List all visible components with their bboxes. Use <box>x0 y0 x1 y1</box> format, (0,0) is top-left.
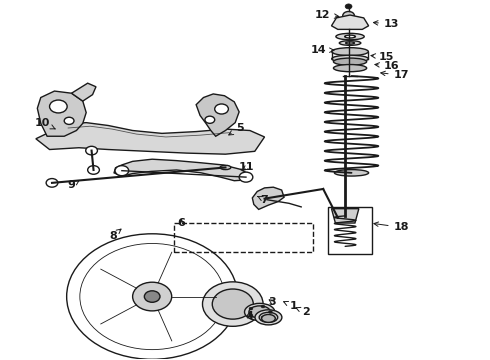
Ellipse shape <box>255 310 282 325</box>
Ellipse shape <box>259 312 278 322</box>
Text: 3: 3 <box>269 297 276 307</box>
Ellipse shape <box>245 303 275 320</box>
Polygon shape <box>252 187 284 210</box>
Ellipse shape <box>333 58 367 65</box>
Circle shape <box>239 172 253 182</box>
Ellipse shape <box>220 165 231 170</box>
Circle shape <box>345 4 352 9</box>
Circle shape <box>46 179 58 187</box>
Text: 4: 4 <box>246 311 254 320</box>
Text: 16: 16 <box>375 61 399 71</box>
Circle shape <box>249 314 253 317</box>
Circle shape <box>343 12 354 20</box>
Polygon shape <box>196 94 239 136</box>
Text: 1: 1 <box>284 301 298 311</box>
Circle shape <box>215 104 228 114</box>
Ellipse shape <box>262 315 275 322</box>
Ellipse shape <box>334 170 368 176</box>
Circle shape <box>212 289 253 319</box>
Polygon shape <box>331 209 359 223</box>
Text: 9: 9 <box>68 180 79 190</box>
Circle shape <box>133 282 172 311</box>
Text: 7: 7 <box>258 195 269 205</box>
Circle shape <box>86 146 98 155</box>
Circle shape <box>261 305 265 308</box>
Circle shape <box>205 116 215 123</box>
Text: 13: 13 <box>373 19 399 29</box>
Ellipse shape <box>336 33 364 40</box>
Text: 2: 2 <box>296 307 310 317</box>
Circle shape <box>261 316 265 319</box>
Polygon shape <box>37 91 86 136</box>
Polygon shape <box>36 123 265 154</box>
Circle shape <box>145 291 160 302</box>
Ellipse shape <box>339 41 361 45</box>
Text: 10: 10 <box>34 118 55 129</box>
Text: 15: 15 <box>371 52 394 62</box>
Ellipse shape <box>333 64 367 72</box>
Circle shape <box>202 282 263 326</box>
Text: 8: 8 <box>109 229 121 240</box>
Circle shape <box>249 307 253 310</box>
Circle shape <box>88 166 99 174</box>
Polygon shape <box>114 159 250 181</box>
Circle shape <box>64 117 74 125</box>
Text: 5: 5 <box>229 123 244 135</box>
Text: 14: 14 <box>311 45 334 55</box>
Text: 11: 11 <box>239 162 254 172</box>
Circle shape <box>269 311 272 314</box>
Polygon shape <box>331 15 368 30</box>
Text: 6: 6 <box>177 218 185 228</box>
Ellipse shape <box>332 55 368 62</box>
Circle shape <box>49 100 67 113</box>
Ellipse shape <box>345 42 354 44</box>
Polygon shape <box>72 83 96 101</box>
Ellipse shape <box>249 306 270 318</box>
Ellipse shape <box>332 48 368 55</box>
Ellipse shape <box>344 35 355 38</box>
Text: 12: 12 <box>315 10 339 20</box>
Text: 17: 17 <box>381 70 409 80</box>
Circle shape <box>115 166 129 176</box>
Text: 18: 18 <box>374 222 409 232</box>
